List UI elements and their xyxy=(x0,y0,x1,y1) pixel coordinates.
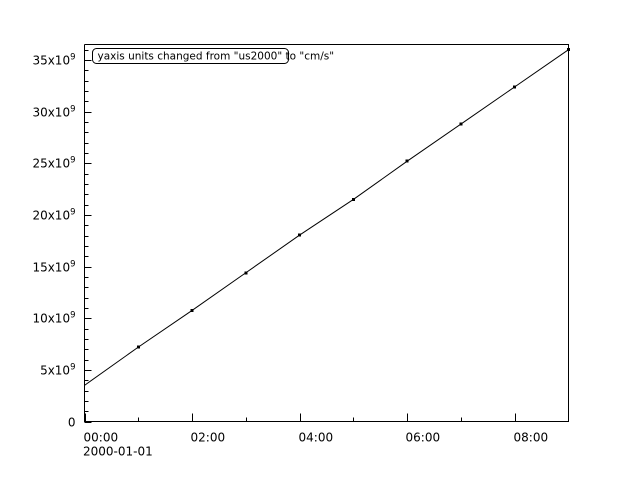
y-tick-label: 20x109 xyxy=(32,208,75,223)
data-point-marker xyxy=(567,48,570,52)
data-point-marker xyxy=(459,122,463,126)
annotation-box xyxy=(92,48,289,64)
x-tick-label: 02:00 xyxy=(191,431,226,445)
data-point-marker xyxy=(298,233,302,237)
y-tick-label: 0 xyxy=(68,416,76,430)
x-tick-label: 00:00 xyxy=(84,431,119,445)
data-point-marker xyxy=(351,197,355,201)
y-tick-label: 35x109 xyxy=(32,53,75,68)
y-tick-label: 10x109 xyxy=(32,311,75,326)
data-series-line xyxy=(84,49,569,386)
y-tick-label: 30x109 xyxy=(32,105,75,120)
x-tick-label: 06:00 xyxy=(406,431,441,445)
x-tick-label: 08:00 xyxy=(514,431,549,445)
y-tick-label: 5x109 xyxy=(40,363,75,378)
data-point-marker xyxy=(244,271,248,275)
x-tick-label: 04:00 xyxy=(299,431,334,445)
annotation-label: yaxis units changed from "us2000" to "cm… xyxy=(98,51,335,63)
data-point-marker xyxy=(513,85,517,89)
data-point-marker xyxy=(190,308,194,312)
data-point-marker xyxy=(136,345,140,349)
data-point-marker xyxy=(405,159,409,163)
y-tick-label: 15x109 xyxy=(32,260,75,275)
y-tick-label: 25x109 xyxy=(32,156,75,171)
plot-frame xyxy=(84,44,569,422)
x-axis-date-label: 2000-01-01 xyxy=(83,445,153,459)
